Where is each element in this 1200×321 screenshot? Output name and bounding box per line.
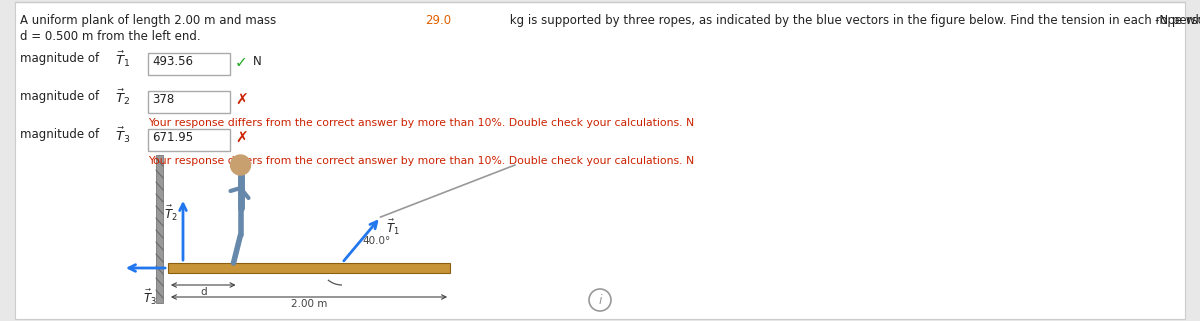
Text: magnitude of: magnitude of [20,52,103,65]
Text: d = 0.500 m from the left end.: d = 0.500 m from the left end. [20,30,200,43]
Text: $\vec{T}_{1}$: $\vec{T}_{1}$ [115,50,131,69]
Text: ✗: ✗ [235,131,247,146]
Text: 40.0°: 40.0° [362,236,390,246]
Text: magnitude of: magnitude of [20,90,103,103]
Text: magnitude of: magnitude of [20,128,103,141]
Text: 2.00 m: 2.00 m [290,299,328,309]
Bar [148,53,230,75]
Text: 493.56: 493.56 [152,55,193,68]
Text: N: N [253,55,262,68]
Text: $\vec{T}_{3}$: $\vec{T}_{3}$ [115,126,131,145]
Text: Your response differs from the correct answer by more than 10%. Double check you: Your response differs from the correct a… [148,118,695,128]
Text: d: d [200,287,206,297]
Text: $\vec{T}_1$: $\vec{T}_1$ [385,218,400,237]
Text: ✓: ✓ [235,55,247,70]
Text: -N person is: -N person is [1156,14,1200,27]
Bar [156,155,163,303]
Bar [148,91,230,113]
Text: $\vec{T}_3$: $\vec{T}_3$ [143,288,157,307]
Bar [168,263,450,273]
Text: kg is supported by three ropes, as indicated by the blue vectors in the figure b: kg is supported by three ropes, as indic… [506,14,1200,27]
Text: Your response differs from the correct answer by more than 10%. Double check you: Your response differs from the correct a… [148,156,695,166]
Text: i: i [599,293,601,307]
Text: 378: 378 [152,93,174,106]
Text: 671.95: 671.95 [152,131,193,144]
Text: ✗: ✗ [235,93,247,108]
Text: $\vec{T}_2$: $\vec{T}_2$ [164,204,178,222]
Text: A uniform plank of length 2.00 m and mass: A uniform plank of length 2.00 m and mas… [20,14,280,27]
Text: 29.0: 29.0 [426,14,451,27]
Text: $\vec{T}_{2}$: $\vec{T}_{2}$ [115,88,130,108]
Circle shape [230,155,251,175]
Bar [148,129,230,151]
